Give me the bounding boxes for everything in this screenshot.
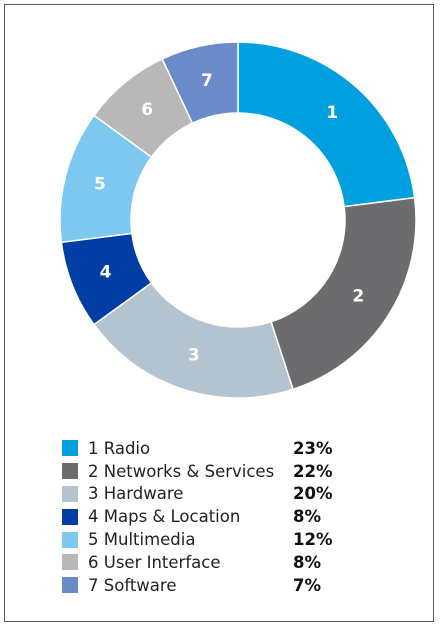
legend-label: 2 Networks & Services [88,462,274,481]
legend-label: 3 Hardware [88,484,183,503]
legend-number: 2 [88,461,99,481]
legend-label: 4 Maps & Location [88,507,240,526]
slice-label-7: 7 [201,71,213,91]
legend-name: Maps & Location [103,507,241,527]
legend-value: 8% [293,552,322,572]
legend-number: 7 [88,575,99,595]
legend-label: 1 Radio [88,439,150,458]
legend-item-hardware: 3 Hardware 20% [62,483,362,506]
legend-item-networks-services: 2 Networks & Services 22% [62,460,362,483]
legend-label: 5 Multimedia [88,530,195,549]
legend-name: Hardware [103,484,184,504]
legend-label: 6 User Interface [88,553,220,572]
legend-item-multimedia: 5 Multimedia 12% [62,528,362,551]
legend-item-radio: 1 Radio 23% [62,437,362,460]
legend-name: Software [103,575,177,595]
donut-slice-1 [237,41,416,208]
donut-slice-7 [161,41,239,125]
legend-value: 8% [293,507,322,527]
donut-chart: 1 2 3 4 5 6 7 [59,41,417,399]
legend-item-software: 7 Software 7% [62,574,362,597]
legend-value: 22% [293,461,333,481]
legend-number: 4 [88,507,99,527]
slice-label-1: 1 [326,103,338,123]
slice-label-2: 2 [352,286,364,306]
legend-item-user-interface: 6 User Interface 8% [62,551,362,574]
slice-label-5: 5 [94,175,106,195]
legend-swatch [62,463,78,480]
legend-swatch [62,440,78,457]
legend-name: Multimedia [103,530,196,550]
legend-number: 3 [88,484,99,504]
legend-name: Radio [103,438,151,458]
legend-name: Networks & Services [103,461,275,481]
legend-value: 20% [293,484,333,504]
slice-label-4: 4 [100,262,112,282]
donut-slice-3 [92,281,294,399]
legend-swatch [62,508,78,525]
legend-item-maps-location: 4 Maps & Location 8% [62,505,362,528]
legend-swatch [62,577,78,594]
donut-slice-2 [270,196,417,391]
slice-label-3: 3 [188,346,200,366]
slice-label-6: 6 [141,100,153,120]
legend-swatch [62,554,78,571]
legend-value: 12% [293,530,333,550]
legend-number: 6 [88,552,99,572]
legend-label: 7 Software [88,576,177,595]
legend-number: 5 [88,530,99,550]
legend-value: 7% [293,575,322,595]
legend: 1 Radio 23% 2 Networks & Services 22% 3 … [62,437,362,597]
legend-value: 23% [293,438,333,458]
legend-number: 1 [88,438,99,458]
legend-swatch [62,531,78,548]
legend-name: User Interface [103,552,221,572]
legend-swatch [62,485,78,502]
